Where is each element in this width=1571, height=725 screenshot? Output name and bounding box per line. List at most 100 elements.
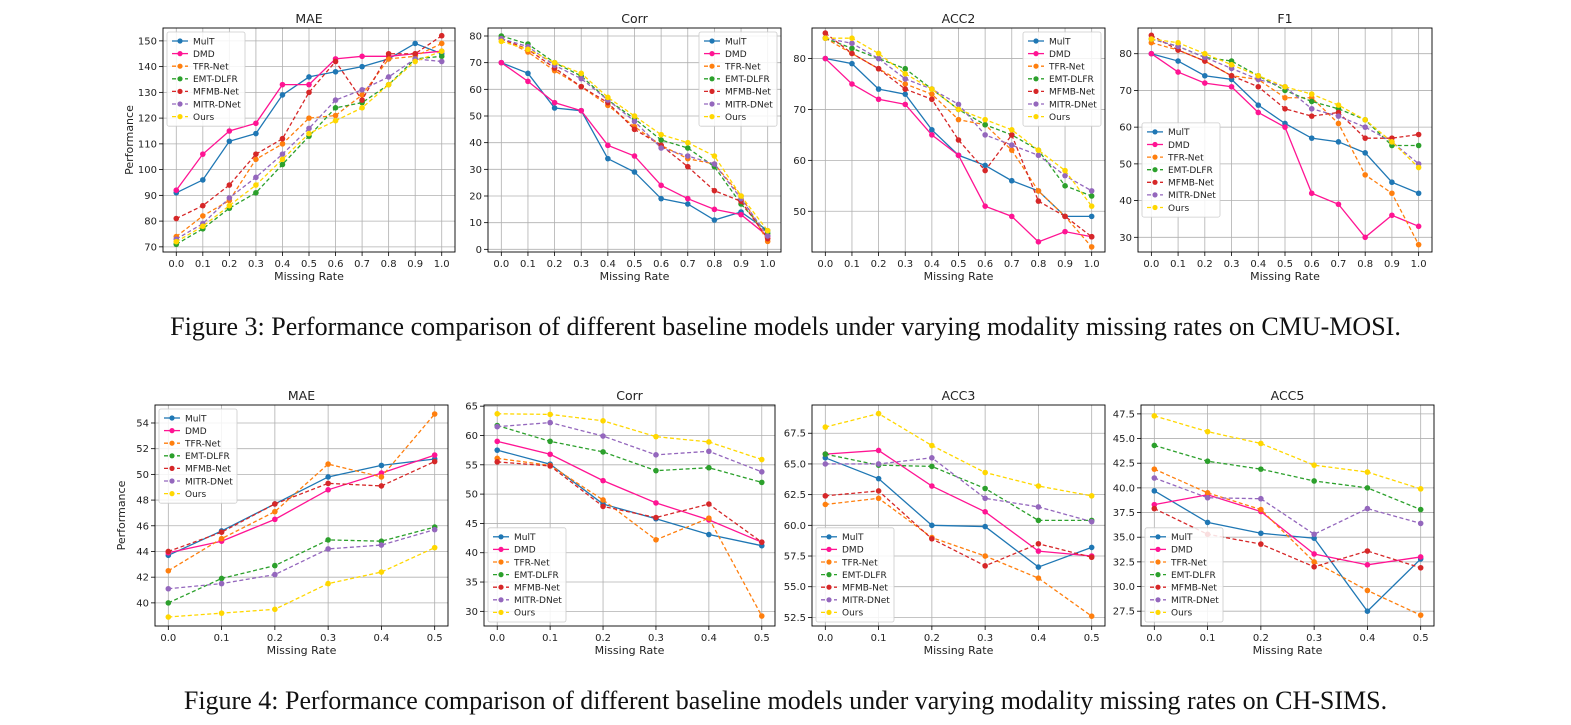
legend-box	[1022, 31, 1102, 127]
data-point	[1417, 506, 1424, 513]
data-point	[279, 151, 286, 157]
x-tick-label: 0.4	[701, 633, 717, 644]
x-tick-label: 1.0	[1084, 259, 1100, 270]
data-point	[1228, 61, 1235, 68]
y-tick-label: 42	[136, 573, 149, 584]
data-point	[1088, 193, 1095, 199]
y-tick-label: 40	[1119, 196, 1132, 207]
series-line-dmd	[825, 449, 1092, 557]
x-tick-label: 0.6	[1304, 259, 1320, 270]
x-tick-label: 0.8	[1030, 259, 1046, 270]
data-point	[982, 132, 988, 138]
legend-marker	[1155, 609, 1161, 616]
data-point	[1175, 69, 1181, 75]
data-point	[1008, 142, 1015, 148]
data-point	[849, 50, 855, 57]
data-point	[494, 410, 501, 417]
x-tick-label: 1.0	[1411, 259, 1427, 270]
series-line-tfr-net	[1154, 468, 1421, 616]
legend-label: MITR-DNet	[725, 100, 773, 110]
legend-marker	[169, 491, 175, 497]
data-point	[902, 76, 909, 82]
legend-label: MFMB-Net	[514, 584, 560, 594]
data-point	[1035, 239, 1042, 245]
series-line-dmd	[497, 440, 763, 543]
data-point	[1035, 152, 1042, 159]
chart-title: ACC3	[942, 388, 976, 403]
data-point	[1035, 564, 1042, 570]
series-line-mfmb-net	[497, 461, 763, 543]
data-point	[1258, 440, 1264, 447]
data-point	[875, 447, 882, 454]
y-tick-label: 52	[136, 444, 149, 455]
data-point	[438, 48, 445, 54]
y-tick-label: 140	[138, 62, 157, 73]
legend-label: MFMB-Net	[193, 88, 239, 98]
data-point	[1255, 83, 1262, 90]
legend-label: MFMB-Net	[1049, 88, 1095, 98]
data-point	[1417, 612, 1424, 618]
data-point	[1415, 223, 1422, 230]
data-point	[1308, 190, 1315, 197]
data-point	[525, 46, 531, 53]
legend-marker	[1152, 141, 1158, 148]
data-point	[378, 542, 385, 548]
series-line-mitr-dnet	[825, 457, 1092, 523]
x-axis-label: Missing Rate	[600, 270, 670, 283]
data-point	[1008, 177, 1015, 184]
legend-label: Ours	[514, 609, 535, 619]
data-point	[738, 193, 744, 199]
legend-marker	[498, 534, 504, 540]
series-line-mfmb-net	[824, 32, 1093, 238]
data-point	[279, 92, 286, 98]
series-line-emt-dlfr	[497, 424, 762, 484]
data-point	[1311, 559, 1317, 565]
chart-title: MAE	[288, 388, 315, 403]
data-point	[332, 117, 339, 124]
data-point	[1389, 179, 1395, 186]
y-tick-label: 40	[465, 548, 478, 559]
data-point	[306, 74, 312, 80]
x-tick-label: 0.6	[328, 259, 344, 270]
data-point	[653, 500, 659, 506]
legend-marker	[709, 88, 715, 94]
data-point	[600, 503, 606, 510]
data-point	[1417, 564, 1424, 571]
series-line-emt-dlfr	[168, 526, 435, 604]
data-point	[706, 464, 712, 471]
data-point	[1202, 80, 1208, 86]
data-point	[706, 531, 712, 538]
legend-label: EMT-DLFR	[725, 75, 770, 85]
legend: MulT DMD TFR-Net EMT-DLFR MFMB-Net MITR-DNet O…	[1144, 527, 1224, 623]
legend-label: DMD	[185, 427, 207, 437]
series-line-mitr-dnet	[1154, 477, 1421, 535]
data-point	[359, 92, 365, 98]
data-point	[1308, 98, 1315, 105]
series-line-ours	[168, 547, 435, 618]
data-point	[325, 487, 331, 493]
data-point	[412, 50, 418, 57]
x-tick-label: 0.0	[160, 633, 176, 644]
chart-title: F1	[1277, 11, 1292, 26]
data-point	[706, 501, 712, 507]
legend-marker	[1033, 51, 1039, 57]
y-tick-label: 48	[136, 496, 149, 507]
x-tick-label: 0.3	[1306, 633, 1322, 644]
data-point	[1282, 94, 1288, 101]
legend-label: MulT	[842, 533, 864, 543]
y-tick-label: 120	[138, 114, 157, 125]
x-tick-label: 0.7	[1331, 259, 1347, 270]
series-line-ours	[1151, 38, 1420, 169]
legend-label: Ours	[1049, 113, 1070, 123]
data-point	[684, 195, 691, 202]
data-point	[631, 113, 638, 119]
data-point	[306, 81, 312, 88]
data-point	[631, 126, 638, 133]
data-point	[173, 238, 180, 245]
legend: MulT DMD TFR-Net EMT-DLFR MFMB-Net MITR-DNet O…	[1022, 31, 1102, 127]
legend: MulT DMD TFR-Net EMT-DLFR MFMB-Net MITR-DNet O…	[158, 408, 238, 504]
y-tick-label: 80	[469, 32, 482, 43]
x-tick-label: 0.2	[1253, 633, 1269, 644]
legend-label: TFR-Net	[841, 558, 878, 568]
chart-fig4-acc3: 0.0 0.1 0.2 0.3 0.4 0.5 52.5 55.0 57.5 60.0 62.5 65…	[784, 388, 1106, 657]
